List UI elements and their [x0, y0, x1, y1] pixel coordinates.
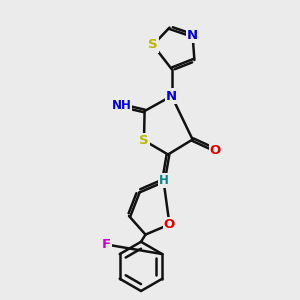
Text: S: S — [148, 38, 158, 52]
Text: O: O — [210, 143, 221, 157]
Text: N: N — [166, 89, 177, 103]
Text: N: N — [187, 29, 198, 42]
Text: NH: NH — [112, 99, 131, 112]
Text: S: S — [139, 134, 149, 147]
Text: F: F — [102, 238, 111, 251]
Text: H: H — [159, 174, 168, 187]
Text: O: O — [164, 218, 175, 231]
